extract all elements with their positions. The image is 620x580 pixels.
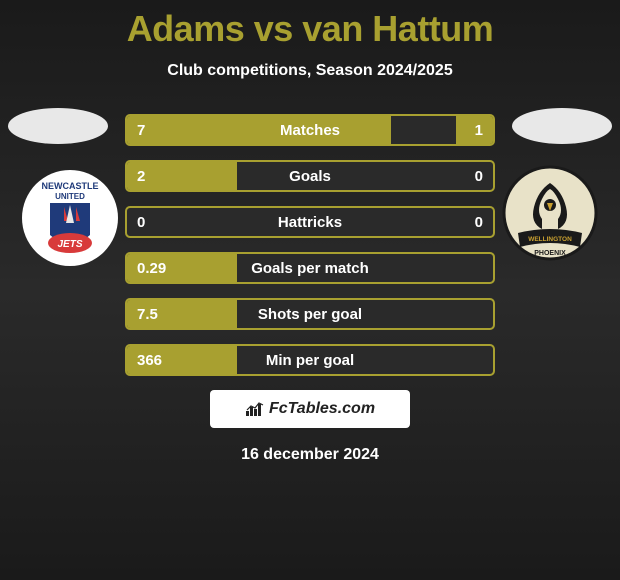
brand-text: FcTables.com: [269, 400, 375, 418]
svg-text:NEWCASTLE: NEWCASTLE: [42, 181, 99, 191]
subtitle: Club competitions, Season 2024/2025: [0, 62, 620, 80]
stats-container: 7 Matches 1 2 Goals 0 0 Hattricks 0 0.29…: [125, 108, 495, 376]
stat-row: 7.5 Shots per goal: [125, 298, 495, 330]
chart-icon: [245, 401, 265, 417]
stat-label: Min per goal: [127, 352, 493, 369]
player-placeholder-left: [8, 108, 108, 144]
page-title: Adams vs van Hattum: [0, 0, 620, 50]
svg-text:PHOENIX: PHOENIX: [534, 250, 566, 257]
svg-text:WELLINGTON: WELLINGTON: [528, 236, 572, 243]
svg-text:UNITED: UNITED: [55, 192, 85, 201]
comparison-content: NEWCASTLE UNITED JETS WELLINGTON PHOENIX: [0, 108, 620, 464]
stat-label: Goals per match: [127, 260, 493, 277]
team-badge-right: WELLINGTON PHOENIX: [500, 163, 600, 273]
brand-badge: FcTables.com: [210, 390, 410, 428]
stat-value-right: 1: [475, 122, 483, 139]
date-text: 16 december 2024: [0, 446, 620, 464]
stat-row: 0 Hattricks 0: [125, 206, 495, 238]
stat-label: Matches: [127, 122, 493, 139]
stat-row: 7 Matches 1: [125, 114, 495, 146]
team-badge-left: NEWCASTLE UNITED JETS: [20, 163, 120, 273]
stat-row: 2 Goals 0: [125, 160, 495, 192]
stat-label: Hattricks: [127, 214, 493, 231]
stat-value-right: 0: [475, 214, 483, 231]
stat-row: 366 Min per goal: [125, 344, 495, 376]
svg-text:JETS: JETS: [57, 239, 82, 250]
stat-label: Goals: [127, 168, 493, 185]
stat-label: Shots per goal: [127, 306, 493, 323]
player-placeholder-right: [512, 108, 612, 144]
stat-value-right: 0: [475, 168, 483, 185]
stat-row: 0.29 Goals per match: [125, 252, 495, 284]
